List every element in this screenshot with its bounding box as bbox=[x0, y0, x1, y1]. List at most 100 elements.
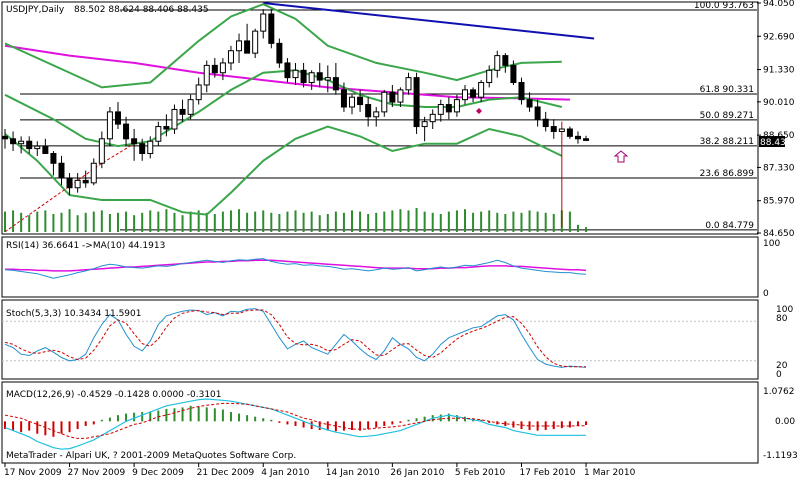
candle-body bbox=[357, 96, 364, 106]
candle-body bbox=[502, 55, 509, 66]
candle-body bbox=[292, 69, 299, 79]
buy-arrow-icon bbox=[613, 150, 629, 163]
candle-body bbox=[583, 138, 590, 141]
candle-body bbox=[534, 106, 541, 120]
macd-tick-zero: 0.00 bbox=[775, 417, 795, 427]
candle-body bbox=[332, 77, 339, 91]
candle-body bbox=[308, 72, 315, 84]
rsi-tick-0: 0 bbox=[763, 289, 769, 299]
fib-level-label: 61.8 90.331 bbox=[700, 85, 754, 95]
candle-body bbox=[558, 128, 565, 132]
macd-label: MACD(12,26,9) -0.4529 -0.1428 0.0000 -0.… bbox=[6, 390, 222, 400]
candle-body bbox=[397, 89, 404, 103]
rsi-label: RSI(14) 36.6641 ->MA(10) 44.1913 bbox=[6, 241, 165, 251]
stoch-lines bbox=[2, 308, 758, 368]
date-tick-label: 9 Dec 2009 bbox=[132, 468, 184, 478]
stoch-k-line bbox=[4, 308, 587, 368]
fib-level-label: 100.0 93.763 bbox=[694, 1, 754, 11]
rsi-panel-frame bbox=[1, 236, 759, 298]
candle-body bbox=[252, 30, 259, 54]
price-panel-frame bbox=[1, 1, 759, 235]
candle-body bbox=[260, 13, 267, 32]
candle-body bbox=[179, 108, 186, 115]
symbol-label: USDJPY,Daily bbox=[6, 5, 65, 15]
candle-body bbox=[316, 72, 323, 81]
candle-body bbox=[437, 104, 444, 115]
candle-body bbox=[227, 50, 234, 64]
candle-body bbox=[510, 64, 517, 84]
candle-body bbox=[187, 99, 194, 115]
candle-body bbox=[18, 140, 25, 145]
candle-body bbox=[147, 140, 154, 154]
price-tick-label: 85.970 bbox=[763, 197, 795, 207]
macd-panel-frame bbox=[1, 381, 759, 464]
fib-level-label: 38.2 88.211 bbox=[700, 137, 754, 147]
candle-body bbox=[131, 138, 138, 145]
price-tick-label: 94.050 bbox=[763, 0, 795, 9]
current-price-box bbox=[759, 136, 785, 147]
candle-body bbox=[486, 69, 493, 84]
macd-tick-bottom: -1.1193 bbox=[763, 451, 798, 461]
macd-signal-line bbox=[4, 402, 586, 439]
date-tick-label: 21 Dec 2009 bbox=[197, 468, 255, 478]
candle-body bbox=[90, 162, 97, 184]
price-tick-label: 84.650 bbox=[763, 229, 795, 239]
candle-body bbox=[526, 99, 533, 108]
bollinger-lower-line bbox=[4, 125, 563, 216]
date-tick-label: 1 Mar 2010 bbox=[584, 468, 636, 478]
candle-body bbox=[268, 13, 275, 44]
macd-tick-top: 1.0762 bbox=[763, 387, 795, 397]
candle-body bbox=[34, 145, 41, 150]
candle-body bbox=[550, 126, 557, 132]
candlesticks[interactable] bbox=[2, 9, 590, 227]
candle-body bbox=[42, 145, 49, 154]
candle-body bbox=[340, 89, 347, 108]
candle-body bbox=[171, 108, 178, 130]
candle-body bbox=[470, 89, 477, 98]
date-tick-label: 17 Nov 2009 bbox=[4, 468, 62, 478]
candle-body bbox=[421, 121, 428, 128]
current-price-label: 88.435 bbox=[760, 138, 792, 148]
candle-body bbox=[405, 77, 412, 91]
stoch-tick-100: 100 bbox=[776, 305, 793, 315]
candle-body bbox=[461, 89, 468, 101]
stoch-tick-80: 80 bbox=[776, 314, 788, 324]
fib-level-label: 50.0 89.271 bbox=[700, 111, 754, 121]
candle-body bbox=[219, 62, 226, 74]
candle-body bbox=[26, 140, 33, 150]
rsi-lines bbox=[4, 258, 587, 279]
stoch-d-line bbox=[4, 309, 586, 368]
fibonacci-levels: 100.0 93.763 61.8 90.331 50.0 89.271 38.2 8… bbox=[20, 1, 757, 231]
candle-body bbox=[389, 91, 396, 103]
rsi-tick-100: 100 bbox=[763, 239, 780, 249]
copyright-label: MetaTrader - Alpari UK, ? 2001-2009 Meta… bbox=[6, 451, 296, 461]
stoch-panel-frame bbox=[1, 299, 759, 380]
stoch-tick-20: 20 bbox=[776, 361, 788, 371]
candle-body bbox=[123, 123, 130, 140]
candle-body bbox=[236, 40, 243, 52]
candle-body bbox=[50, 152, 57, 164]
price-tick-label: 92.690 bbox=[763, 32, 795, 42]
rsi-ma-line bbox=[5, 259, 587, 272]
candle-body bbox=[10, 138, 17, 145]
date-tick-label: 26 Jan 2010 bbox=[390, 468, 444, 478]
candle-body bbox=[574, 135, 581, 140]
candle-body bbox=[381, 91, 388, 113]
candle-body bbox=[106, 111, 113, 140]
price-tick-label: 87.330 bbox=[763, 163, 795, 173]
stoch-label: Stoch(5,3,3) 10.3434 11.5901 bbox=[6, 309, 141, 319]
date-tick-label: 27 Nov 2009 bbox=[68, 468, 126, 478]
candle-body bbox=[566, 128, 573, 137]
candle-body bbox=[155, 126, 162, 142]
candle-body bbox=[2, 135, 8, 140]
diamond-marker-icon bbox=[476, 108, 482, 114]
date-tick-label: 4 Jan 2010 bbox=[261, 468, 309, 478]
candle-body bbox=[139, 143, 146, 154]
candle-body bbox=[365, 104, 372, 118]
stoch-tick-0: 0 bbox=[776, 370, 782, 380]
date-tick-label: 5 Feb 2010 bbox=[455, 468, 506, 478]
candle-body bbox=[453, 99, 460, 113]
candle-body bbox=[195, 84, 202, 101]
